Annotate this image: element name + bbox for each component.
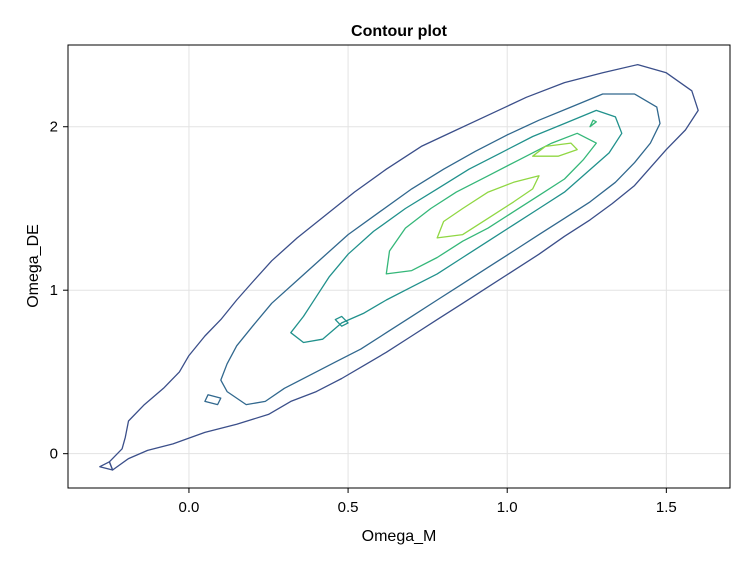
x-tick-label: 0.0 — [179, 499, 200, 516]
x-axis-label: Omega_M — [362, 528, 437, 545]
y-tick-label: 2 — [50, 119, 58, 136]
y-tick-label: 0 — [50, 446, 58, 463]
y-axis-label: Omega_DE — [25, 224, 42, 308]
x-tick-label: 1.0 — [497, 499, 518, 516]
y-tick-label: 1 — [50, 282, 58, 299]
x-tick-label: 0.5 — [338, 499, 359, 516]
chart-title: Contour plot — [351, 23, 448, 40]
x-tick-label: 1.5 — [656, 499, 677, 516]
